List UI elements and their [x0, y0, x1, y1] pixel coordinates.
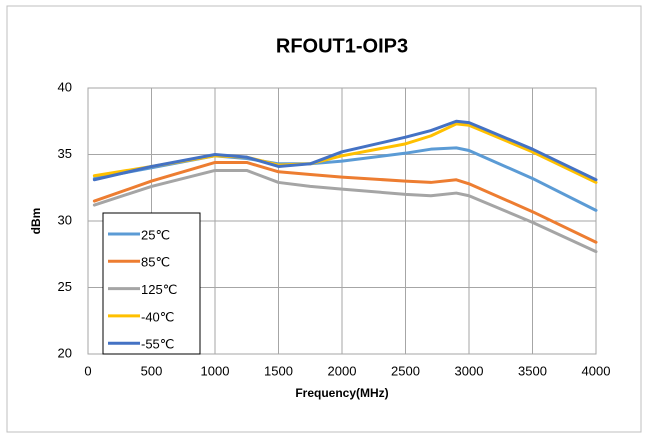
x-tick-label: 1500	[264, 363, 293, 378]
legend-label: 125℃	[141, 282, 177, 297]
y-tick-label: 30	[58, 212, 72, 227]
legend-label: -55℃	[141, 337, 174, 352]
x-tick-label: 2000	[328, 363, 357, 378]
x-tick-label: 4000	[582, 363, 611, 378]
plot-border	[87, 87, 597, 355]
legend-label: -40℃	[141, 309, 174, 324]
legend-label: 85℃	[141, 255, 170, 270]
x-tick-label: 2500	[391, 363, 420, 378]
legend-label: 25℃	[141, 227, 170, 242]
legend-box	[102, 212, 201, 355]
y-tick-label: 35	[58, 146, 72, 161]
y-tick-label: 25	[58, 279, 72, 294]
x-tick-label: 0	[84, 363, 91, 378]
data-line	[92, 160, 598, 244]
chart-title: RFOUT1-OIP3	[276, 35, 408, 57]
x-tick-label: 1000	[201, 363, 230, 378]
x-tick-label: 3500	[518, 363, 547, 378]
y-axis-label: dBm	[29, 208, 43, 235]
x-tick-label: 500	[141, 363, 163, 378]
data-line	[92, 119, 598, 182]
x-tick-label: 3000	[455, 363, 484, 378]
y-tick-label: 40	[58, 79, 72, 94]
y-tick-label: 20	[58, 345, 72, 360]
x-axis-label: Frequency(MHz)	[295, 386, 388, 400]
data-line	[92, 168, 598, 254]
